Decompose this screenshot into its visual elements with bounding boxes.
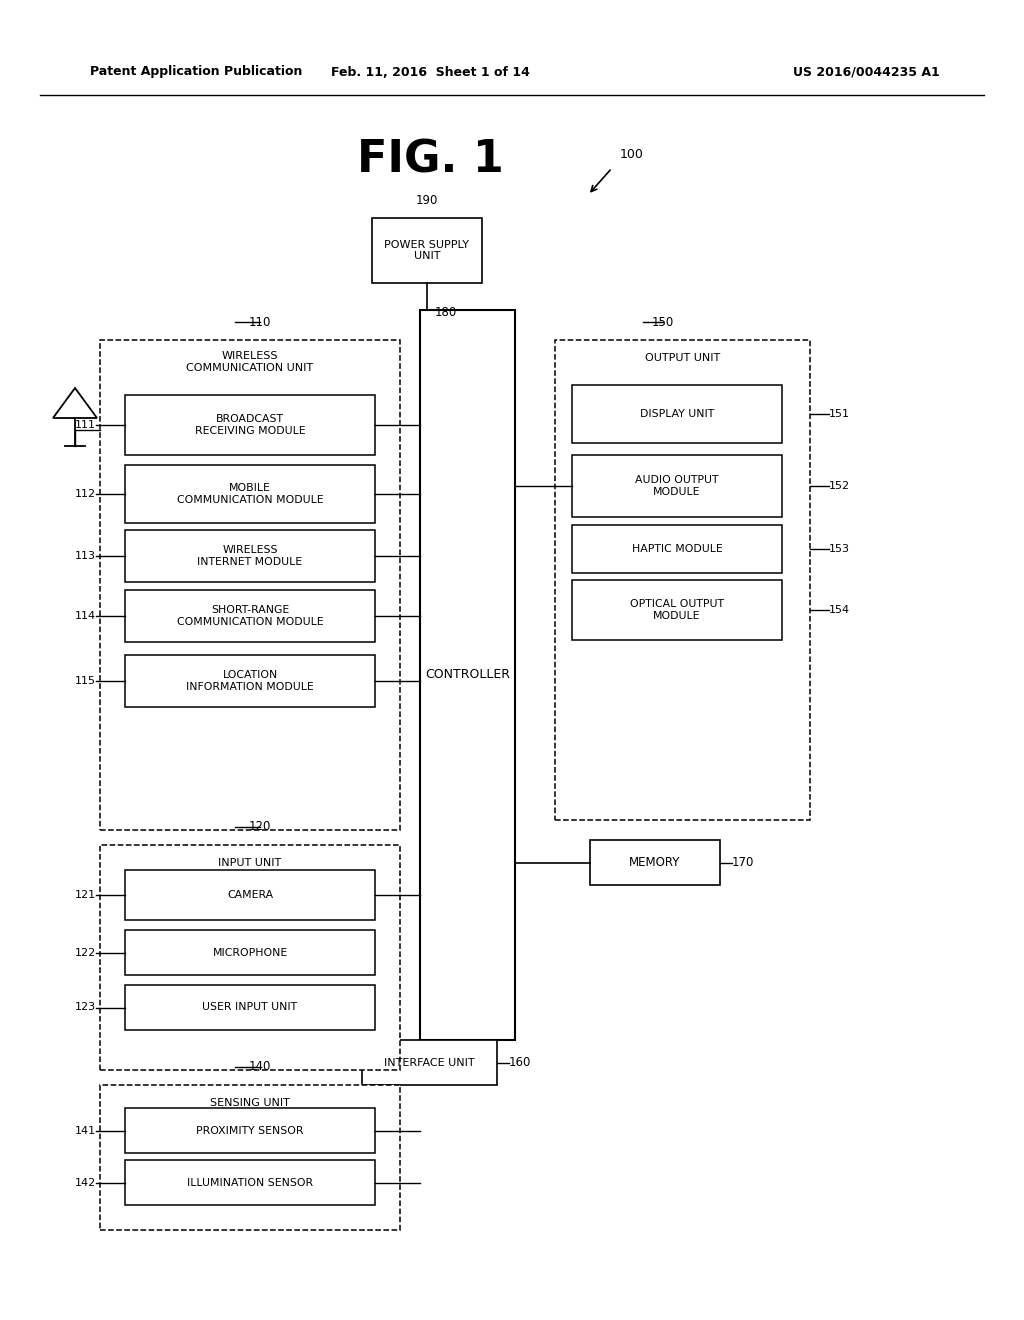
Text: 140: 140	[249, 1060, 271, 1073]
Text: OUTPUT UNIT: OUTPUT UNIT	[645, 352, 720, 363]
Text: 122: 122	[75, 948, 96, 957]
Text: HAPTIC MODULE: HAPTIC MODULE	[632, 544, 722, 554]
Text: 111: 111	[75, 420, 96, 430]
Text: WIRELESS
COMMUNICATION UNIT: WIRELESS COMMUNICATION UNIT	[186, 351, 313, 372]
Text: 142: 142	[75, 1177, 96, 1188]
Bar	[125, 590, 375, 642]
Bar	[125, 395, 375, 455]
Text: Patent Application Publication: Patent Application Publication	[90, 66, 302, 78]
Text: WIRELESS
INTERNET MODULE: WIRELESS INTERNET MODULE	[198, 545, 302, 566]
Bar	[572, 455, 782, 517]
Text: 120: 120	[249, 821, 271, 833]
Text: US 2016/0044235 A1: US 2016/0044235 A1	[794, 66, 940, 78]
Text: MICROPHONE: MICROPHONE	[212, 948, 288, 957]
Text: 190: 190	[416, 194, 438, 206]
Text: 141: 141	[75, 1126, 96, 1135]
Text: SENSING UNIT: SENSING UNIT	[210, 1098, 290, 1107]
Text: AUDIO OUTPUT
MODULE: AUDIO OUTPUT MODULE	[635, 475, 719, 496]
Bar	[572, 525, 782, 573]
Text: 160: 160	[509, 1056, 531, 1069]
Bar	[125, 931, 375, 975]
Bar	[125, 1107, 375, 1152]
Text: 121: 121	[75, 890, 96, 900]
Bar	[125, 531, 375, 582]
Text: BROADCAST
RECEIVING MODULE: BROADCAST RECEIVING MODULE	[195, 414, 305, 436]
Bar	[420, 310, 515, 1040]
Text: LOCATION
INFORMATION MODULE: LOCATION INFORMATION MODULE	[186, 671, 314, 692]
Text: 114: 114	[75, 611, 96, 620]
Text: 153: 153	[829, 544, 850, 554]
Bar	[100, 845, 400, 1071]
Bar	[590, 840, 720, 884]
Text: 123: 123	[75, 1002, 96, 1012]
Text: FIG. 1: FIG. 1	[356, 139, 504, 181]
Text: 115: 115	[75, 676, 96, 686]
Text: Feb. 11, 2016  Sheet 1 of 14: Feb. 11, 2016 Sheet 1 of 14	[331, 66, 529, 78]
Bar	[125, 870, 375, 920]
Text: USER INPUT UNIT: USER INPUT UNIT	[203, 1002, 298, 1012]
Text: INTERFACE UNIT: INTERFACE UNIT	[384, 1057, 475, 1068]
Bar	[555, 341, 810, 820]
Bar	[125, 1160, 375, 1205]
Text: POWER SUPPLY
UNIT: POWER SUPPLY UNIT	[384, 240, 469, 261]
Text: DISPLAY UNIT: DISPLAY UNIT	[640, 409, 714, 418]
Bar	[125, 655, 375, 708]
Bar	[572, 579, 782, 640]
Text: 110: 110	[249, 315, 271, 329]
Text: PROXIMITY SENSOR: PROXIMITY SENSOR	[197, 1126, 304, 1135]
Bar	[125, 465, 375, 523]
Text: 100: 100	[620, 149, 644, 161]
Text: MOBILE
COMMUNICATION MODULE: MOBILE COMMUNICATION MODULE	[177, 483, 324, 504]
Bar	[100, 341, 400, 830]
Text: 112: 112	[75, 488, 96, 499]
Bar	[372, 218, 482, 282]
Text: 150: 150	[651, 315, 674, 329]
Text: 154: 154	[829, 605, 850, 615]
Text: CAMERA: CAMERA	[227, 890, 273, 900]
Text: ILLUMINATION SENSOR: ILLUMINATION SENSOR	[187, 1177, 313, 1188]
Text: SHORT-RANGE
COMMUNICATION MODULE: SHORT-RANGE COMMUNICATION MODULE	[177, 605, 324, 627]
Text: 151: 151	[829, 409, 850, 418]
Bar	[362, 1040, 497, 1085]
Text: 170: 170	[732, 855, 755, 869]
Text: 180: 180	[435, 305, 458, 318]
Text: OPTICAL OUTPUT
MODULE: OPTICAL OUTPUT MODULE	[630, 599, 724, 620]
Text: 113: 113	[75, 550, 96, 561]
Text: INPUT UNIT: INPUT UNIT	[218, 858, 282, 869]
Bar	[572, 385, 782, 444]
Text: CONTROLLER: CONTROLLER	[425, 668, 510, 681]
Text: MEMORY: MEMORY	[630, 855, 681, 869]
Text: 152: 152	[829, 480, 850, 491]
Bar	[100, 1085, 400, 1230]
Bar	[125, 985, 375, 1030]
